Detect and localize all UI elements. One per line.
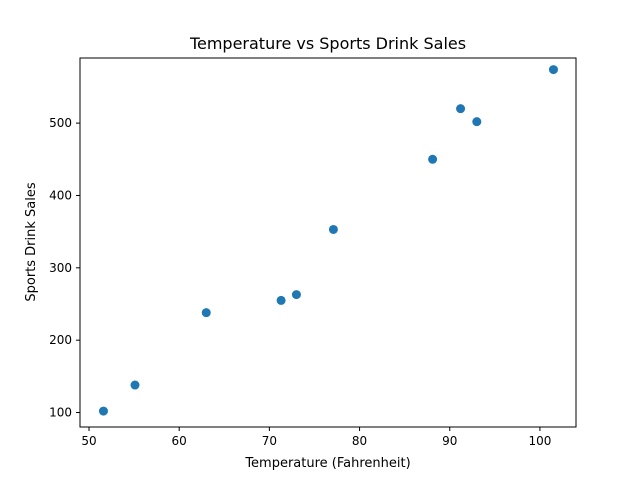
x-tick-label: 90 [442, 434, 457, 448]
x-tick-label: 70 [262, 434, 277, 448]
y-axis-ticks: 100 200 300 400 500 [49, 116, 80, 420]
plot-area-frame [79, 57, 577, 428]
data-point [201, 308, 211, 318]
data-points [98, 65, 558, 416]
data-point [428, 154, 438, 164]
data-point [548, 65, 558, 75]
y-tick-label: 200 [49, 333, 72, 347]
x-tick-label: 80 [352, 434, 367, 448]
y-tick-label: 100 [49, 406, 72, 420]
chart-title: Temperature vs Sports Drink Sales [189, 34, 466, 53]
data-point [276, 295, 286, 305]
x-tick-label: 100 [528, 434, 551, 448]
x-axis-ticks: 50 60 70 80 90 100 [81, 427, 551, 448]
data-point [98, 406, 108, 416]
x-tick-label: 60 [172, 434, 187, 448]
data-point [328, 224, 338, 234]
data-point [472, 117, 482, 127]
data-point [291, 290, 301, 300]
data-point [456, 104, 466, 114]
y-tick-label: 500 [49, 116, 72, 130]
y-tick-label: 400 [49, 188, 72, 202]
y-axis-label: Sports Drink Sales [24, 182, 39, 301]
y-tick-label: 300 [49, 261, 72, 275]
data-point [130, 380, 140, 390]
x-axis-label: Temperature (Fahrenheit) [244, 456, 410, 471]
x-tick-label: 50 [81, 434, 96, 448]
